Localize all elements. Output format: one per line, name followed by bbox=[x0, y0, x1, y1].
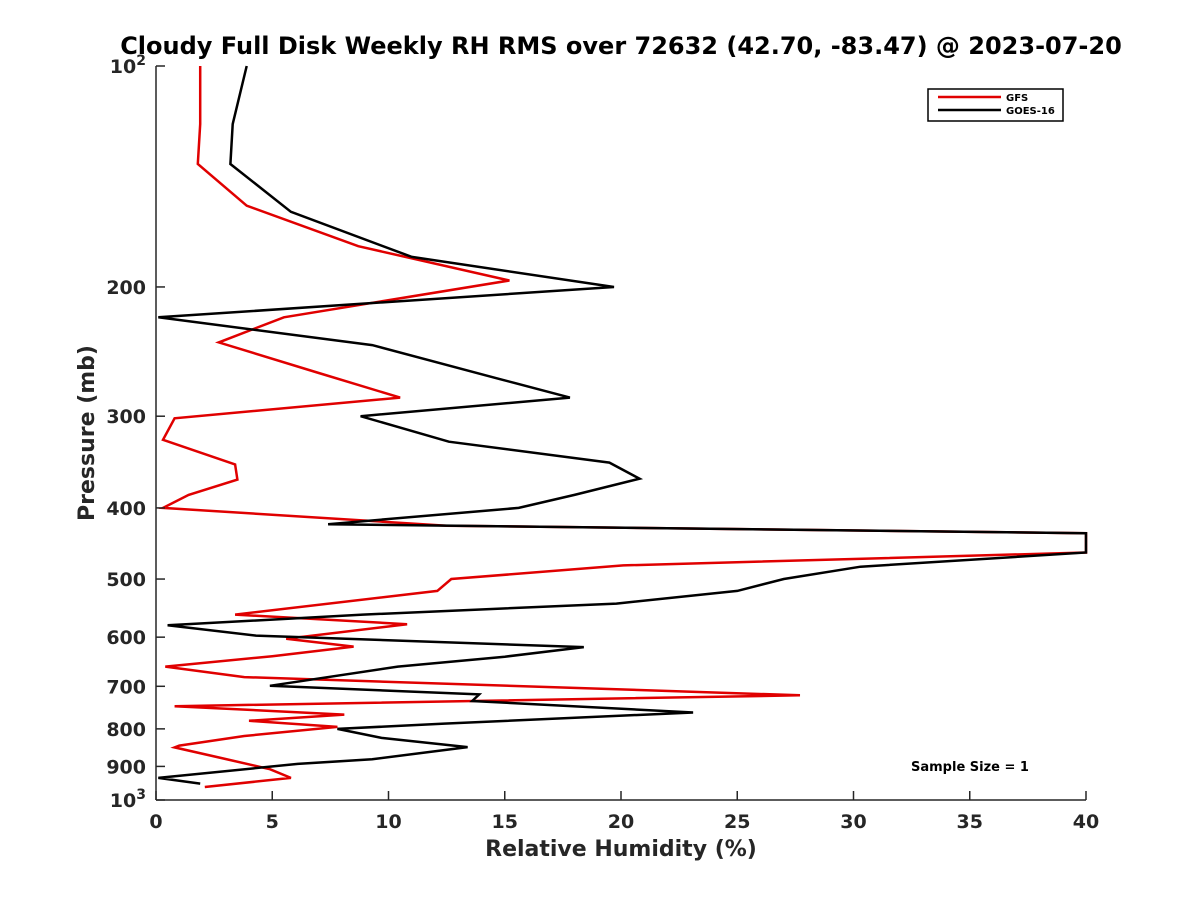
x-tick-label: 35 bbox=[957, 811, 983, 833]
x-tick-label: 0 bbox=[149, 811, 162, 833]
y-tick-label: 103 bbox=[110, 787, 146, 812]
legend-label-gfs: GFS bbox=[1006, 93, 1028, 104]
x-axis-label: Relative Humidity (%) bbox=[485, 837, 757, 862]
legend-label-goes16: GOES-16 bbox=[1006, 106, 1055, 117]
x-tick-label: 30 bbox=[840, 811, 866, 833]
series-line-goes-16 bbox=[158, 65, 1088, 785]
series-layer bbox=[158, 65, 1088, 789]
y-tick-label: 800 bbox=[106, 719, 146, 741]
chart-title: Cloudy Full Disk Weekly RH RMS over 7263… bbox=[120, 32, 1122, 60]
y-tick-label: 300 bbox=[106, 406, 146, 428]
plot-background bbox=[156, 66, 1086, 800]
sample-size-annotation: Sample Size = 1 bbox=[911, 760, 1029, 775]
legend: GFS GOES-16 bbox=[927, 88, 1064, 122]
x-tick-label: 40 bbox=[1073, 811, 1099, 833]
y-tick-label: 700 bbox=[106, 676, 146, 698]
x-tick-label: 20 bbox=[608, 811, 634, 833]
y-tick-label: 102 bbox=[110, 53, 146, 78]
series-line-gfs bbox=[158, 66, 1088, 789]
x-tick-label: 25 bbox=[724, 811, 750, 833]
legend-box bbox=[927, 88, 1064, 122]
y-tick-label: 600 bbox=[106, 627, 146, 649]
y-tick-label: 900 bbox=[106, 756, 146, 778]
x-tick-label: 5 bbox=[266, 811, 279, 833]
ticks-layer: 0 5 10 15 20 25 30 35 40 102 200 300 400 500 600 700 800… bbox=[106, 53, 1099, 833]
x-tick-label: 15 bbox=[492, 811, 518, 833]
x-tick-label: 10 bbox=[375, 811, 401, 833]
y-tick-label: 400 bbox=[106, 498, 146, 520]
y-tick-label: 200 bbox=[106, 277, 146, 299]
y-axis-label: Pressure (mb) bbox=[75, 345, 100, 521]
y-tick-label: 500 bbox=[106, 569, 146, 591]
